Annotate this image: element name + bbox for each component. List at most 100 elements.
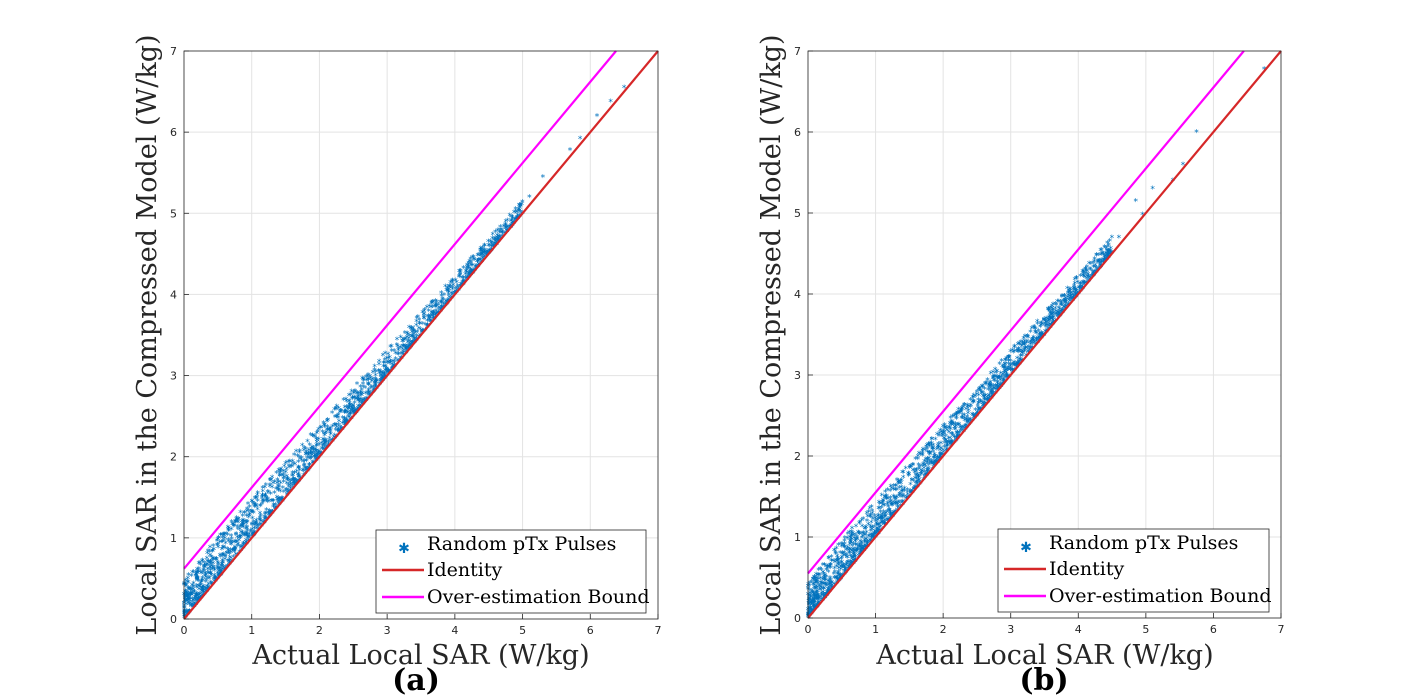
scatter-point: * [1087, 260, 1092, 270]
scatter-point: * [288, 477, 293, 487]
scatter-point: * [401, 342, 406, 352]
scatter-point: * [310, 432, 315, 442]
legend-label-scatter-a: Random pTx Pulses [427, 533, 616, 555]
scatter-point: * [235, 539, 240, 549]
scatter-point: * [282, 463, 287, 473]
scatter-point: * [258, 516, 263, 526]
scatter-point: * [366, 376, 371, 386]
scatter-point: * [410, 333, 415, 343]
scatter-point: * [976, 397, 981, 407]
scatter-point: * [370, 376, 375, 386]
scatter-point: * [358, 389, 363, 399]
scatter-point: * [1067, 288, 1072, 298]
y-tick-a-0: 0 [170, 613, 177, 626]
scatter-point: * [508, 212, 513, 222]
scatter-point: * [281, 479, 286, 489]
scatter-point: * [400, 350, 405, 360]
scatter-point: * [206, 548, 211, 558]
scatter-point: * [202, 563, 207, 573]
scatter-point: * [241, 521, 246, 531]
scatter-point: * [947, 424, 952, 434]
scatter-point: * [935, 446, 940, 456]
scatter-point: * [382, 356, 387, 366]
scatter-point: * [301, 468, 306, 478]
scatter-point: * [232, 548, 237, 558]
scatter-point: * [1084, 270, 1089, 280]
scatter-point: * [434, 308, 439, 318]
scatter-point: * [195, 575, 200, 585]
scatter-point: * [319, 440, 324, 450]
scatter-point: * [503, 222, 508, 232]
scatter-point: * [184, 597, 189, 607]
scatter-point: * [878, 508, 883, 518]
scatter-point: * [189, 572, 194, 582]
scatter-point: * [330, 437, 335, 447]
scatter-point: * [1033, 329, 1038, 339]
scatter-point: * [187, 609, 192, 619]
scatter-point: * [1081, 272, 1086, 282]
scatter-point: * [408, 338, 413, 348]
scatter-point: * [203, 572, 208, 582]
scatter-point: * [194, 572, 199, 582]
scatter-point: * [515, 212, 520, 222]
scatter-point: * [857, 530, 862, 540]
scatter-point: * [843, 552, 848, 562]
scatter-point: * [321, 442, 326, 452]
scatter-point: * [954, 423, 959, 433]
scatter-point: * [821, 581, 826, 591]
scatter-point: * [986, 387, 991, 397]
scatter-point: * [236, 541, 241, 551]
scatter-point: * [482, 249, 487, 259]
scatter-point: * [260, 501, 265, 511]
scatter-point: * [814, 595, 819, 605]
scatter-point: * [936, 459, 941, 469]
scatter-point: * [450, 280, 455, 290]
scatter-point: * [928, 450, 933, 460]
scatter-point: * [239, 529, 244, 539]
scatter-point: * [366, 390, 371, 400]
scatter-point: * [183, 582, 188, 592]
scatter-point: * [211, 555, 216, 565]
scatter-point: * [245, 518, 250, 528]
scatter-point: * [493, 238, 498, 248]
scatter-point: * [287, 484, 292, 494]
scatter-point: * [967, 417, 972, 427]
x-tick-b-5: 5 [1142, 623, 1149, 636]
scatter-point: * [855, 547, 860, 557]
scatter-point: * [378, 367, 383, 377]
scatter-point: * [414, 322, 419, 332]
scatter-point: * [446, 289, 451, 299]
scatter-point: * [1086, 273, 1091, 283]
scatter-point: * [281, 475, 286, 485]
scatter-point: * [212, 575, 217, 585]
scatter-point: * [211, 560, 216, 570]
scatter-point: * [361, 376, 366, 386]
scatter-point: * [348, 411, 353, 421]
scatter-point: * [183, 588, 188, 598]
scatter-point: * [1086, 271, 1091, 281]
scatter-point: * [1008, 348, 1013, 358]
scatter-point: * [355, 391, 360, 401]
scatter-point: * [344, 396, 349, 406]
scatter-point: * [189, 591, 194, 601]
scatter-point: * [197, 592, 202, 602]
scatter-point: * [237, 537, 242, 547]
scatter-point: * [275, 480, 280, 490]
scatter-point: * [322, 440, 327, 450]
scatter-point: * [371, 369, 376, 379]
scatter-point: * [852, 554, 857, 564]
scatter-point: * [1082, 267, 1087, 277]
scatter-point: * [213, 556, 218, 566]
scatter-point: * [201, 586, 206, 596]
scatter-point: * [232, 546, 237, 556]
scatter-point: * [384, 367, 389, 377]
scatter-point: * [241, 517, 246, 527]
scatter-point: * [247, 504, 252, 514]
scatter-point: * [819, 592, 824, 602]
scatter-point: * [509, 217, 514, 227]
scatter-point: * [992, 373, 997, 383]
scatter-point: * [374, 376, 379, 386]
scatter-point: * [476, 258, 481, 268]
scatter-point: * [931, 442, 936, 452]
scatter-point: * [869, 519, 874, 529]
